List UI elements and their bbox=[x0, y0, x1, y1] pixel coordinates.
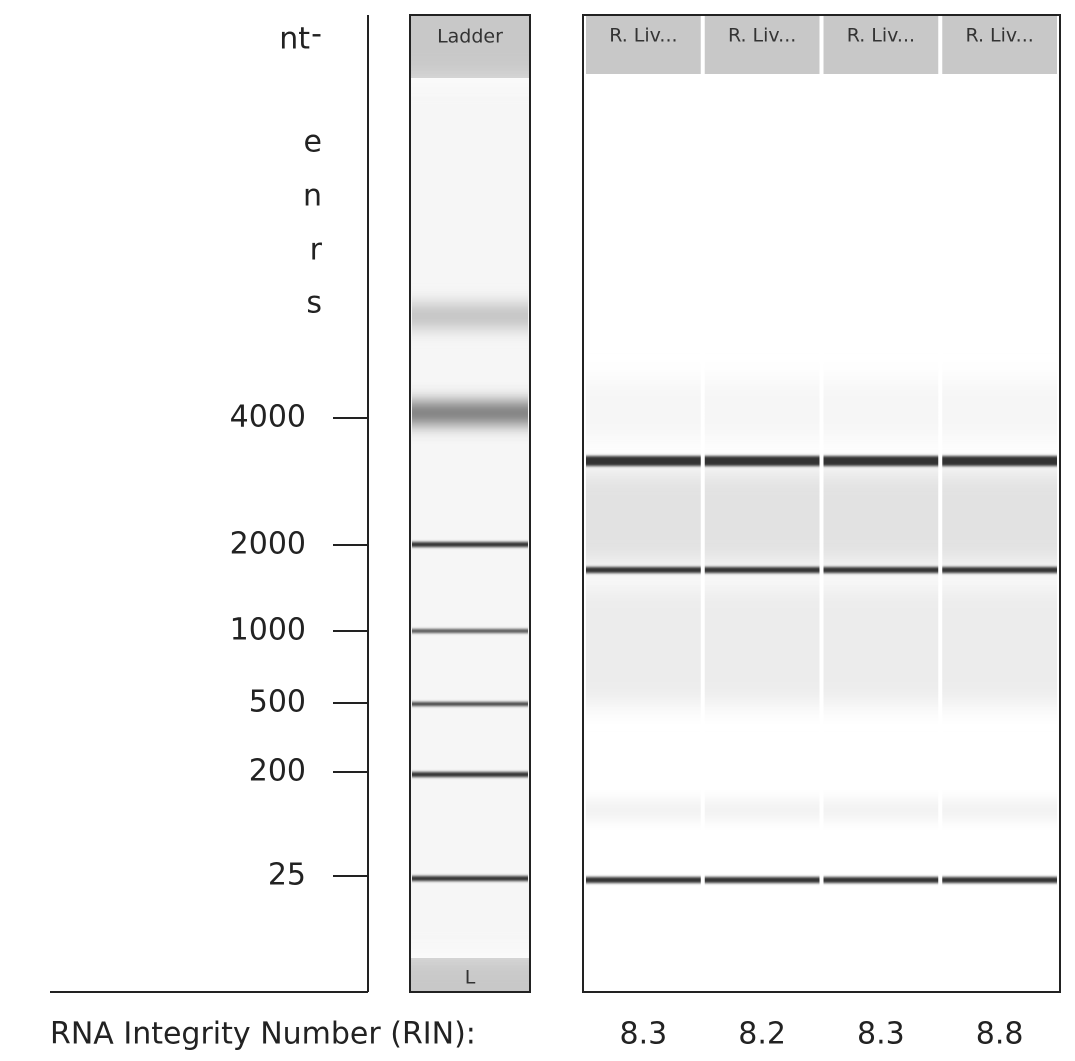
band bbox=[705, 456, 820, 466]
band bbox=[824, 877, 939, 883]
smear bbox=[942, 470, 1057, 565]
sample-lanes: R. Liv... R. Liv... R. Liv... R. Liv... bbox=[583, 15, 1060, 992]
smear bbox=[705, 380, 820, 440]
smear bbox=[942, 585, 1057, 705]
band bbox=[942, 456, 1057, 466]
gel-figure: nt R. Liv... R. Liv... R. Liv...R. Liv... … bbox=[0, 0, 1075, 1061]
lane-header: R. Liv... bbox=[609, 25, 677, 47]
tick-label: 25 bbox=[268, 858, 306, 893]
cropped-text: n bbox=[303, 179, 322, 214]
ladder-footer: L bbox=[465, 967, 476, 989]
tick-label: 200 bbox=[249, 754, 306, 789]
smear bbox=[824, 585, 939, 705]
smear bbox=[586, 470, 701, 565]
lane-header: R. Liv... bbox=[728, 25, 796, 47]
rin-label: RNA Integrity Number (RIN): bbox=[50, 1017, 476, 1052]
smear bbox=[705, 585, 820, 705]
band bbox=[586, 877, 701, 883]
band bbox=[942, 806, 1057, 814]
tick-label: 4000 bbox=[230, 400, 306, 435]
lane-header: R. Liv... bbox=[965, 25, 1033, 47]
smear bbox=[824, 380, 939, 440]
band bbox=[586, 456, 701, 466]
band bbox=[705, 567, 820, 573]
cropped-text: - bbox=[311, 17, 322, 52]
smear bbox=[942, 380, 1057, 440]
cropped-text: s bbox=[306, 286, 322, 321]
rin-value: 8.2 bbox=[738, 1017, 786, 1052]
ladder-lane bbox=[410, 15, 530, 992]
band bbox=[705, 806, 820, 814]
smear bbox=[824, 470, 939, 565]
smear bbox=[586, 585, 701, 705]
axis-unit: nt bbox=[279, 22, 310, 57]
cropped-text: e bbox=[304, 125, 322, 160]
tick-label: 2000 bbox=[230, 527, 306, 562]
tick-label: 1000 bbox=[230, 613, 306, 648]
rin-value: 8.3 bbox=[857, 1017, 905, 1052]
smear bbox=[705, 470, 820, 565]
tick-label: 500 bbox=[249, 685, 306, 720]
rin-value: 8.3 bbox=[620, 1017, 668, 1052]
band bbox=[824, 806, 939, 814]
band bbox=[705, 877, 820, 883]
rin-value: 8.8 bbox=[976, 1017, 1024, 1052]
band bbox=[942, 567, 1057, 573]
band bbox=[586, 567, 701, 573]
band bbox=[586, 806, 701, 814]
smear bbox=[586, 380, 701, 440]
band bbox=[824, 456, 939, 466]
cropped-text: r bbox=[310, 233, 323, 268]
lane-header: R. Liv... bbox=[847, 25, 915, 47]
band bbox=[824, 567, 939, 573]
band bbox=[942, 877, 1057, 883]
ladder-header: Ladder bbox=[437, 26, 503, 48]
page: nt R. Liv... R. Liv... R. Liv...R. Liv... … bbox=[0, 0, 1075, 1061]
